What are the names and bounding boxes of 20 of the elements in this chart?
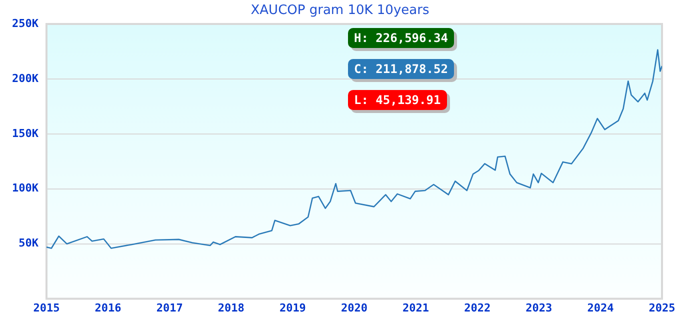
- y-tick-label: 100K: [12, 182, 39, 195]
- annotation: C: 211,878.52: [348, 59, 454, 79]
- chart-title: XAUCOP gram 10K 10years: [250, 3, 430, 18]
- x-tick-label: 2024: [587, 301, 614, 314]
- annotation: L: 45,139.91: [348, 90, 447, 110]
- x-tick-label: 2018: [218, 301, 244, 314]
- annotation: H: 226,596.34: [348, 28, 454, 48]
- x-tick-label: 2020: [340, 301, 368, 314]
- y-tick-label: 150K: [12, 126, 39, 140]
- y-tick-label: 200K: [12, 72, 39, 85]
- x-tick-label: 2023: [526, 301, 552, 314]
- x-tick-label: 2022: [464, 301, 491, 314]
- x-tick-label: 2019: [279, 301, 306, 314]
- x-tick-label: 2025: [648, 301, 676, 314]
- x-tick-label: 2017: [156, 301, 183, 314]
- y-tick-label: 50K: [18, 236, 39, 250]
- y-tick-label: 250K: [12, 16, 39, 30]
- x-tick-label: 2021: [402, 301, 430, 314]
- x-tick-label: 2015: [33, 301, 60, 314]
- x-tick-label: 2016: [94, 301, 122, 314]
